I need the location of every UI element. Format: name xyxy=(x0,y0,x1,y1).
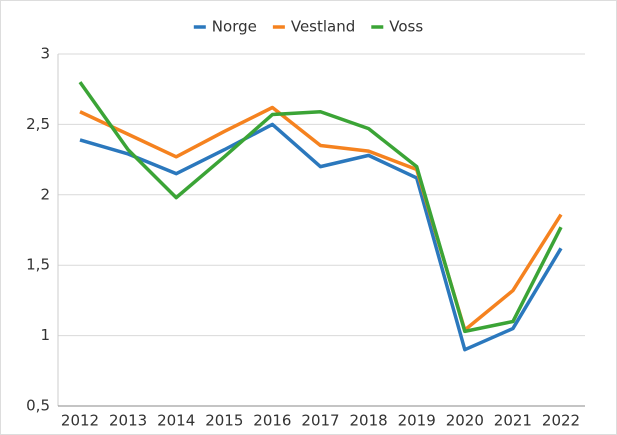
y-tick-label: 3 xyxy=(40,45,50,63)
y-tick-label: 2 xyxy=(40,185,50,203)
x-tick-label: 2017 xyxy=(301,412,339,430)
y-tick-label: 1,5 xyxy=(26,256,50,274)
x-tick-label: 2014 xyxy=(157,412,195,430)
line xyxy=(78,81,563,334)
x-tick-label: 2013 xyxy=(109,412,147,430)
x-tick-label: 2020 xyxy=(446,412,484,430)
legend-label: Norge xyxy=(212,18,257,36)
x-tick-label: 2019 xyxy=(398,412,436,430)
x-tick-label: 2015 xyxy=(205,412,243,430)
y-tick-label: 1 xyxy=(40,326,50,344)
y-tick-label: 2,5 xyxy=(26,115,50,133)
x-tick-label: 2018 xyxy=(350,412,388,430)
legend-label: Vestland xyxy=(291,18,355,36)
x-tick-label: 2022 xyxy=(542,412,580,430)
line xyxy=(79,105,563,332)
x-tick-label: 2016 xyxy=(253,412,291,430)
legend-label: Voss xyxy=(389,18,423,36)
x-tick-label: 2021 xyxy=(494,412,532,430)
line xyxy=(79,122,563,352)
y-tick-label: 0,5 xyxy=(26,397,50,415)
x-tick-label: 2012 xyxy=(61,412,99,430)
